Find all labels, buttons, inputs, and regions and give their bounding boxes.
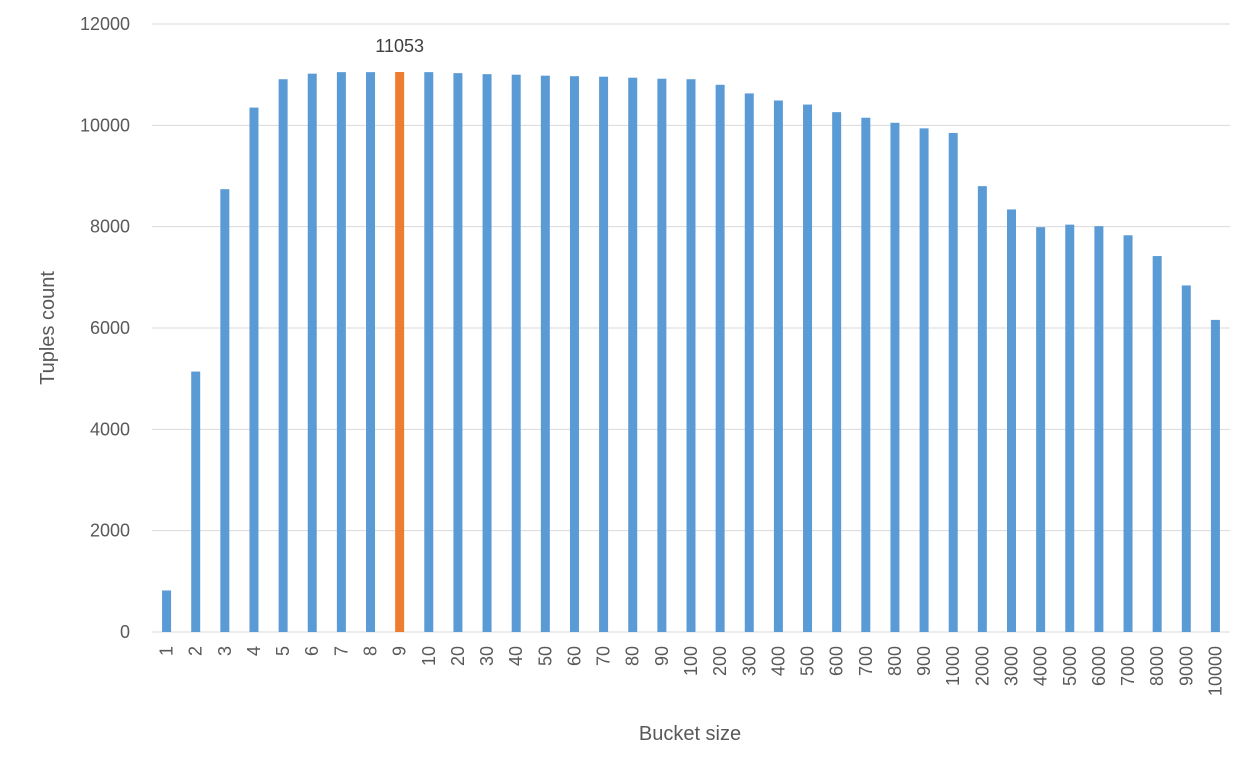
x-tick-label: 600: [827, 646, 847, 676]
x-tick-label: 5: [273, 646, 293, 656]
bar: [919, 128, 929, 632]
x-tick-label: 900: [914, 646, 934, 676]
x-tick-label: 60: [564, 646, 584, 666]
x-tick-label: 300: [739, 646, 759, 676]
bar: [1152, 256, 1162, 632]
bar: [191, 371, 201, 632]
x-tick-label: 10000: [1205, 646, 1225, 696]
x-tick-label: 50: [535, 646, 555, 666]
x-tick-label: 8000: [1147, 646, 1167, 686]
bars: [162, 71, 1220, 633]
x-tick-label: 200: [710, 646, 730, 676]
bar-highlighted: [395, 71, 405, 633]
x-tick-label: 500: [798, 646, 818, 676]
bar: [1036, 227, 1046, 632]
bar: [511, 74, 521, 632]
x-tick-label: 90: [652, 646, 672, 666]
x-tick-label: 9000: [1176, 646, 1196, 686]
bar: [773, 100, 783, 633]
x-tick-label: 3: [215, 646, 235, 656]
y-tick-label: 12000: [80, 14, 130, 34]
x-tick-label: 800: [885, 646, 905, 676]
x-tick-label: 3000: [1001, 646, 1021, 686]
bar: [1210, 319, 1220, 632]
bar: [1006, 209, 1016, 632]
y-axis-title: Tuples count: [37, 271, 59, 385]
x-tick-label: 400: [768, 646, 788, 676]
x-tick-label: 100: [681, 646, 701, 676]
y-tick-label: 0: [120, 622, 130, 642]
x-tick-label: 1000: [943, 646, 963, 686]
bar: [307, 73, 317, 633]
bar: [540, 75, 550, 633]
bar: [715, 84, 725, 633]
bar: [657, 78, 667, 633]
bar: [832, 112, 842, 632]
y-tick-label: 10000: [80, 115, 130, 135]
bar: [482, 74, 492, 632]
x-tick-label: 4: [244, 646, 264, 656]
x-tick-label: 7: [331, 646, 351, 656]
x-tick-label: 9: [390, 646, 410, 656]
bar: [569, 76, 579, 633]
bar: [1181, 285, 1191, 632]
x-axis-title: Bucket size: [639, 723, 741, 745]
bar: [366, 72, 376, 633]
bar: [977, 186, 987, 632]
x-tick-label: 70: [594, 646, 614, 666]
x-tick-label: 10: [419, 646, 439, 666]
x-tick-label: 2: [186, 646, 206, 656]
data-labels: 11053: [375, 36, 424, 56]
x-tick-label: 6: [302, 646, 322, 656]
bar: [686, 79, 696, 632]
x-tick-label: 20: [448, 646, 468, 666]
bar: [744, 93, 754, 632]
y-tick-label: 2000: [90, 521, 130, 541]
bar: [249, 107, 259, 633]
bar: [890, 122, 900, 633]
y-axis-ticks: 0 2000 4000 6000 8000 10000 12000: [80, 14, 130, 642]
x-tick-label: 5000: [1060, 646, 1080, 686]
x-axis-ticks: 1 2 3 4 5 6 7 8 9 10 20 30 40 50 60 70 80 90 100 200 300 400 5…: [157, 646, 1226, 696]
bar: [599, 76, 609, 632]
x-tick-label: 8: [361, 646, 381, 656]
x-tick-label: 30: [477, 646, 497, 666]
data-label: 11053: [375, 36, 424, 56]
bar: [162, 590, 172, 632]
x-tick-label: 40: [506, 646, 526, 666]
x-tick-label: 4000: [1031, 646, 1051, 686]
y-tick-label: 4000: [90, 419, 130, 439]
x-tick-label: 1: [157, 646, 177, 656]
x-tick-label: 700: [856, 646, 876, 676]
bar: [948, 132, 958, 632]
x-tick-label: 2000: [972, 646, 992, 686]
x-tick-label: 7000: [1118, 646, 1138, 686]
x-tick-label: 80: [623, 646, 643, 666]
x-tick-label: 6000: [1089, 646, 1109, 686]
bar: [424, 72, 434, 633]
bar: [1123, 235, 1133, 632]
bar: [1094, 226, 1104, 632]
bar: [1065, 224, 1075, 632]
bar: [803, 104, 813, 632]
bar: [861, 117, 871, 632]
bar: [453, 73, 463, 632]
bar: [628, 77, 638, 632]
y-tick-label: 6000: [90, 318, 130, 338]
bar: [336, 72, 346, 633]
y-tick-label: 8000: [90, 217, 130, 237]
bar: [220, 189, 230, 632]
bar: [278, 79, 288, 632]
